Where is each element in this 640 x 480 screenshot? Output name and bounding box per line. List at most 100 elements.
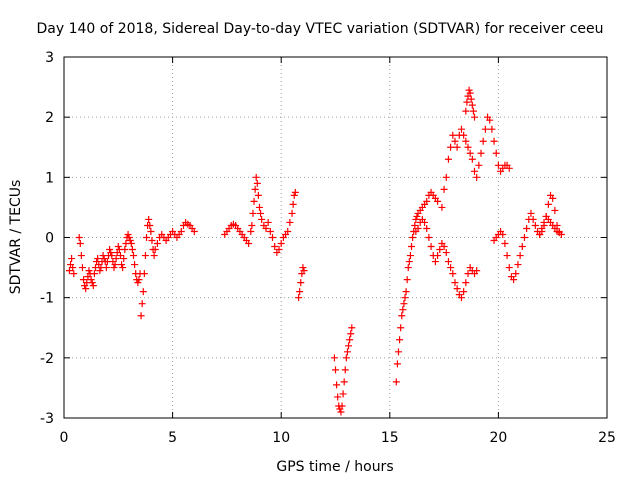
data-point xyxy=(449,270,457,278)
y-tick-label: 2 xyxy=(45,110,54,126)
data-point xyxy=(125,234,133,241)
data-point xyxy=(400,300,408,308)
data-point xyxy=(110,264,118,272)
data-point xyxy=(341,366,349,374)
data-point xyxy=(75,234,83,241)
data-point xyxy=(143,234,151,241)
data-point xyxy=(134,279,142,287)
data-point xyxy=(343,348,351,356)
data-point xyxy=(473,267,481,275)
data-point xyxy=(544,200,552,208)
data-point xyxy=(442,173,450,181)
data-point xyxy=(284,227,292,235)
data-point xyxy=(481,125,489,133)
data-point xyxy=(468,101,476,109)
data-point xyxy=(90,270,98,278)
data-point xyxy=(339,390,347,398)
data-point xyxy=(245,240,253,248)
data-point xyxy=(82,285,90,293)
data-point xyxy=(536,230,544,238)
data-point xyxy=(137,312,145,320)
data-point xyxy=(475,161,483,169)
data-point xyxy=(540,218,548,226)
data-point xyxy=(557,230,565,238)
data-point xyxy=(462,107,470,115)
data-point xyxy=(131,261,139,269)
data-point xyxy=(401,294,409,302)
data-point xyxy=(140,270,148,278)
data-point xyxy=(442,249,450,257)
data-point xyxy=(447,264,455,272)
data-point xyxy=(177,227,185,235)
data-point xyxy=(340,378,348,386)
x-tick-label: 0 xyxy=(60,430,69,446)
data-point xyxy=(271,243,279,251)
data-point xyxy=(87,276,95,284)
data-point xyxy=(330,354,338,362)
x-tick-label: 20 xyxy=(489,430,507,446)
x-tick-label: 10 xyxy=(272,430,290,446)
y-tick-label: -3 xyxy=(40,411,54,427)
data-point xyxy=(398,312,406,320)
data-point xyxy=(394,348,402,356)
data-point xyxy=(248,221,256,229)
data-point xyxy=(538,224,546,232)
data-point xyxy=(258,215,266,223)
data-point xyxy=(438,203,446,211)
data-point xyxy=(107,249,115,257)
data-point xyxy=(404,264,412,272)
data-point xyxy=(127,240,135,248)
data-point xyxy=(444,155,452,163)
data-point xyxy=(251,185,259,193)
data-point xyxy=(471,113,479,121)
data-point xyxy=(434,197,442,205)
data-point xyxy=(460,288,468,296)
data-point xyxy=(413,212,421,220)
data-point xyxy=(77,252,85,260)
data-point xyxy=(423,197,431,205)
data-point xyxy=(68,255,76,263)
data-point xyxy=(462,279,470,287)
data-point xyxy=(277,240,285,248)
data-point xyxy=(146,221,154,229)
data-point xyxy=(414,224,422,232)
data-point xyxy=(151,246,159,254)
data-point xyxy=(393,360,401,368)
data-point xyxy=(529,215,537,223)
data-point xyxy=(257,209,265,217)
data-point xyxy=(262,224,270,232)
data-point xyxy=(425,234,433,241)
data-point xyxy=(466,89,474,97)
data-point xyxy=(290,191,298,199)
data-point xyxy=(399,306,407,314)
data-point xyxy=(112,255,120,263)
data-point xyxy=(460,131,468,139)
data-point xyxy=(440,185,448,193)
data-point xyxy=(297,279,305,287)
data-point xyxy=(255,203,263,211)
data-point xyxy=(126,237,134,245)
data-point xyxy=(520,234,528,241)
data-point xyxy=(406,252,414,260)
data-point xyxy=(102,264,110,272)
data-point xyxy=(551,206,559,214)
data-point xyxy=(396,336,404,344)
data-point xyxy=(85,267,93,275)
data-point xyxy=(108,252,116,260)
data-point xyxy=(249,209,257,217)
data-point xyxy=(106,246,114,254)
data-point xyxy=(473,173,481,181)
data-point xyxy=(78,264,86,272)
data-point xyxy=(76,240,84,248)
y-axis-label: SDTVAR / TECUs xyxy=(8,180,24,295)
data-point xyxy=(549,194,557,202)
data-point xyxy=(250,197,258,205)
data-point xyxy=(462,137,470,145)
data-point xyxy=(96,267,104,275)
data-point xyxy=(523,224,531,232)
data-point xyxy=(100,255,108,263)
data-point xyxy=(505,164,513,172)
data-point xyxy=(70,270,78,278)
data-point xyxy=(451,137,459,145)
data-point xyxy=(409,234,417,241)
